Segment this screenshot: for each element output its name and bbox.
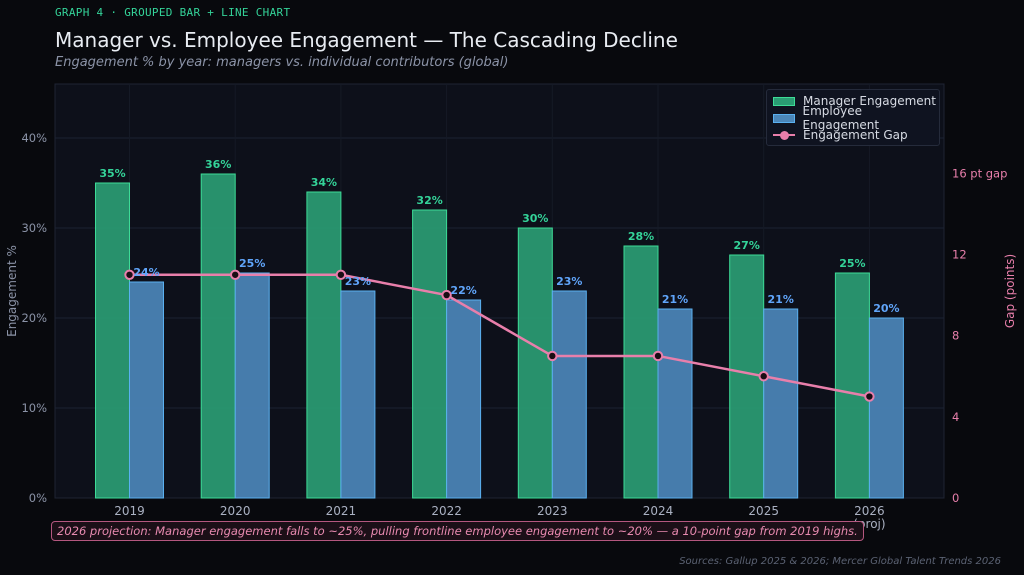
data-label-manager: 30% (522, 212, 548, 225)
gap-point (335, 269, 347, 280)
y-tick-label: 30% (21, 221, 47, 235)
y2-tick-label: 16 pt gap (952, 166, 1007, 180)
data-label-manager: 36% (205, 158, 231, 171)
y-tick-label: 40% (21, 131, 47, 145)
data-label-manager: 27% (734, 239, 760, 252)
gap-point (864, 391, 875, 402)
gap-line-layer (124, 269, 875, 402)
y-tick-label: 20% (21, 311, 47, 325)
data-label-manager: 34% (311, 176, 337, 189)
data-label-manager: 32% (416, 194, 442, 207)
data-label-employee: 22% (450, 284, 476, 297)
graph-tag: GRAPH 4 · GROUPED BAR + LINE CHART (55, 6, 291, 19)
y2-tick-label: 8 (952, 329, 959, 343)
bar-manager (623, 245, 659, 499)
chart-legend: Manager Engagement Employee Engagement E… (766, 89, 940, 146)
chart-subtitle: Engagement % by year: managers vs. indiv… (55, 55, 509, 70)
bar-manager (729, 254, 765, 499)
y2-tick-label: 4 (952, 410, 959, 424)
legend-swatch-gap (773, 130, 795, 140)
chart-title: Manager vs. Employee Engagement — The Ca… (55, 28, 678, 52)
x-tick-label: 2020 (220, 504, 251, 518)
bar-employee (129, 281, 164, 499)
bar-employee (551, 290, 587, 499)
x-tick-label: 2023 (537, 504, 568, 518)
legend-label-employee: Employee Engagement (802, 104, 880, 132)
x-tick-label: 2021 (326, 504, 357, 518)
bars (95, 173, 904, 499)
legend-item-manager: Manager Engagement (773, 93, 936, 109)
x-tick-label: 2019 (114, 504, 145, 518)
gap-point (758, 371, 769, 382)
bar-employee (657, 308, 693, 499)
gap-point (230, 269, 241, 280)
bar-manager (517, 227, 553, 499)
gap-point (441, 289, 452, 301)
bar-manager (306, 191, 342, 499)
projection-annotation: 2026 projection: Manager engagement fall… (51, 521, 864, 541)
bar-employee (446, 299, 482, 499)
gap-point (124, 269, 135, 280)
data-label-employee: 21% (662, 293, 688, 306)
x-tick-label: 2026 (854, 504, 885, 518)
gap-line (129, 273, 870, 398)
data-label-manager: 28% (628, 230, 654, 243)
bar-manager (834, 272, 870, 499)
y2-axis-title: Gap (points) (1003, 254, 1017, 328)
data-label-manager: 25% (839, 257, 865, 270)
x-tick-label: 2022 (431, 504, 462, 518)
bar-employee (234, 272, 270, 499)
gap-point (652, 350, 664, 362)
axes: 0% 10% 20% 30% 40% 0 4 8 12 16 pt gap Engagement %… (5, 131, 1017, 531)
y2-tick-label: 0 (952, 491, 959, 505)
y-tick-label: 10% (21, 401, 47, 415)
data-label-employee: 20% (873, 302, 899, 315)
legend-label-manager: Manager Engagement (803, 94, 936, 108)
gap-point (547, 350, 558, 362)
x-tick-label: 2024 (643, 504, 674, 518)
y2-tick-label: 12 (952, 247, 967, 261)
legend-label-gap: Engagement Gap (803, 128, 908, 142)
bar-employee (868, 317, 904, 499)
data-label-employee: 25% (239, 257, 265, 270)
bar-employee (763, 308, 799, 499)
legend-item-employee: Employee Engagement (773, 104, 939, 132)
bar-manager (412, 209, 448, 499)
legend-item-gap: Engagement Gap (773, 127, 908, 143)
data-label-employee: 23% (345, 275, 371, 288)
plot-area (54, 83, 945, 499)
y-tick-label: 0% (29, 491, 47, 505)
data-label-employee: 21% (768, 293, 794, 306)
legend-swatch-manager (773, 96, 795, 106)
data-label-employee: 24% (133, 266, 159, 279)
data-label-manager: 35% (99, 167, 125, 180)
bar-manager (200, 173, 236, 499)
x-tick-label: 2025 (748, 504, 779, 518)
data-labels: 35% 36% 34% 32% 30% 28% 27% 25% 24% 25% 23% 22% 23% 2… (99, 158, 899, 315)
bar-employee (340, 290, 376, 499)
source-note: Sources: Gallup 2025 & 2026; Mercer Glob… (679, 556, 1001, 567)
bar-manager (95, 182, 130, 499)
legend-swatch-employee (773, 113, 795, 123)
data-label-employee: 23% (556, 275, 582, 288)
y-axis-title: Engagement % (5, 245, 19, 337)
